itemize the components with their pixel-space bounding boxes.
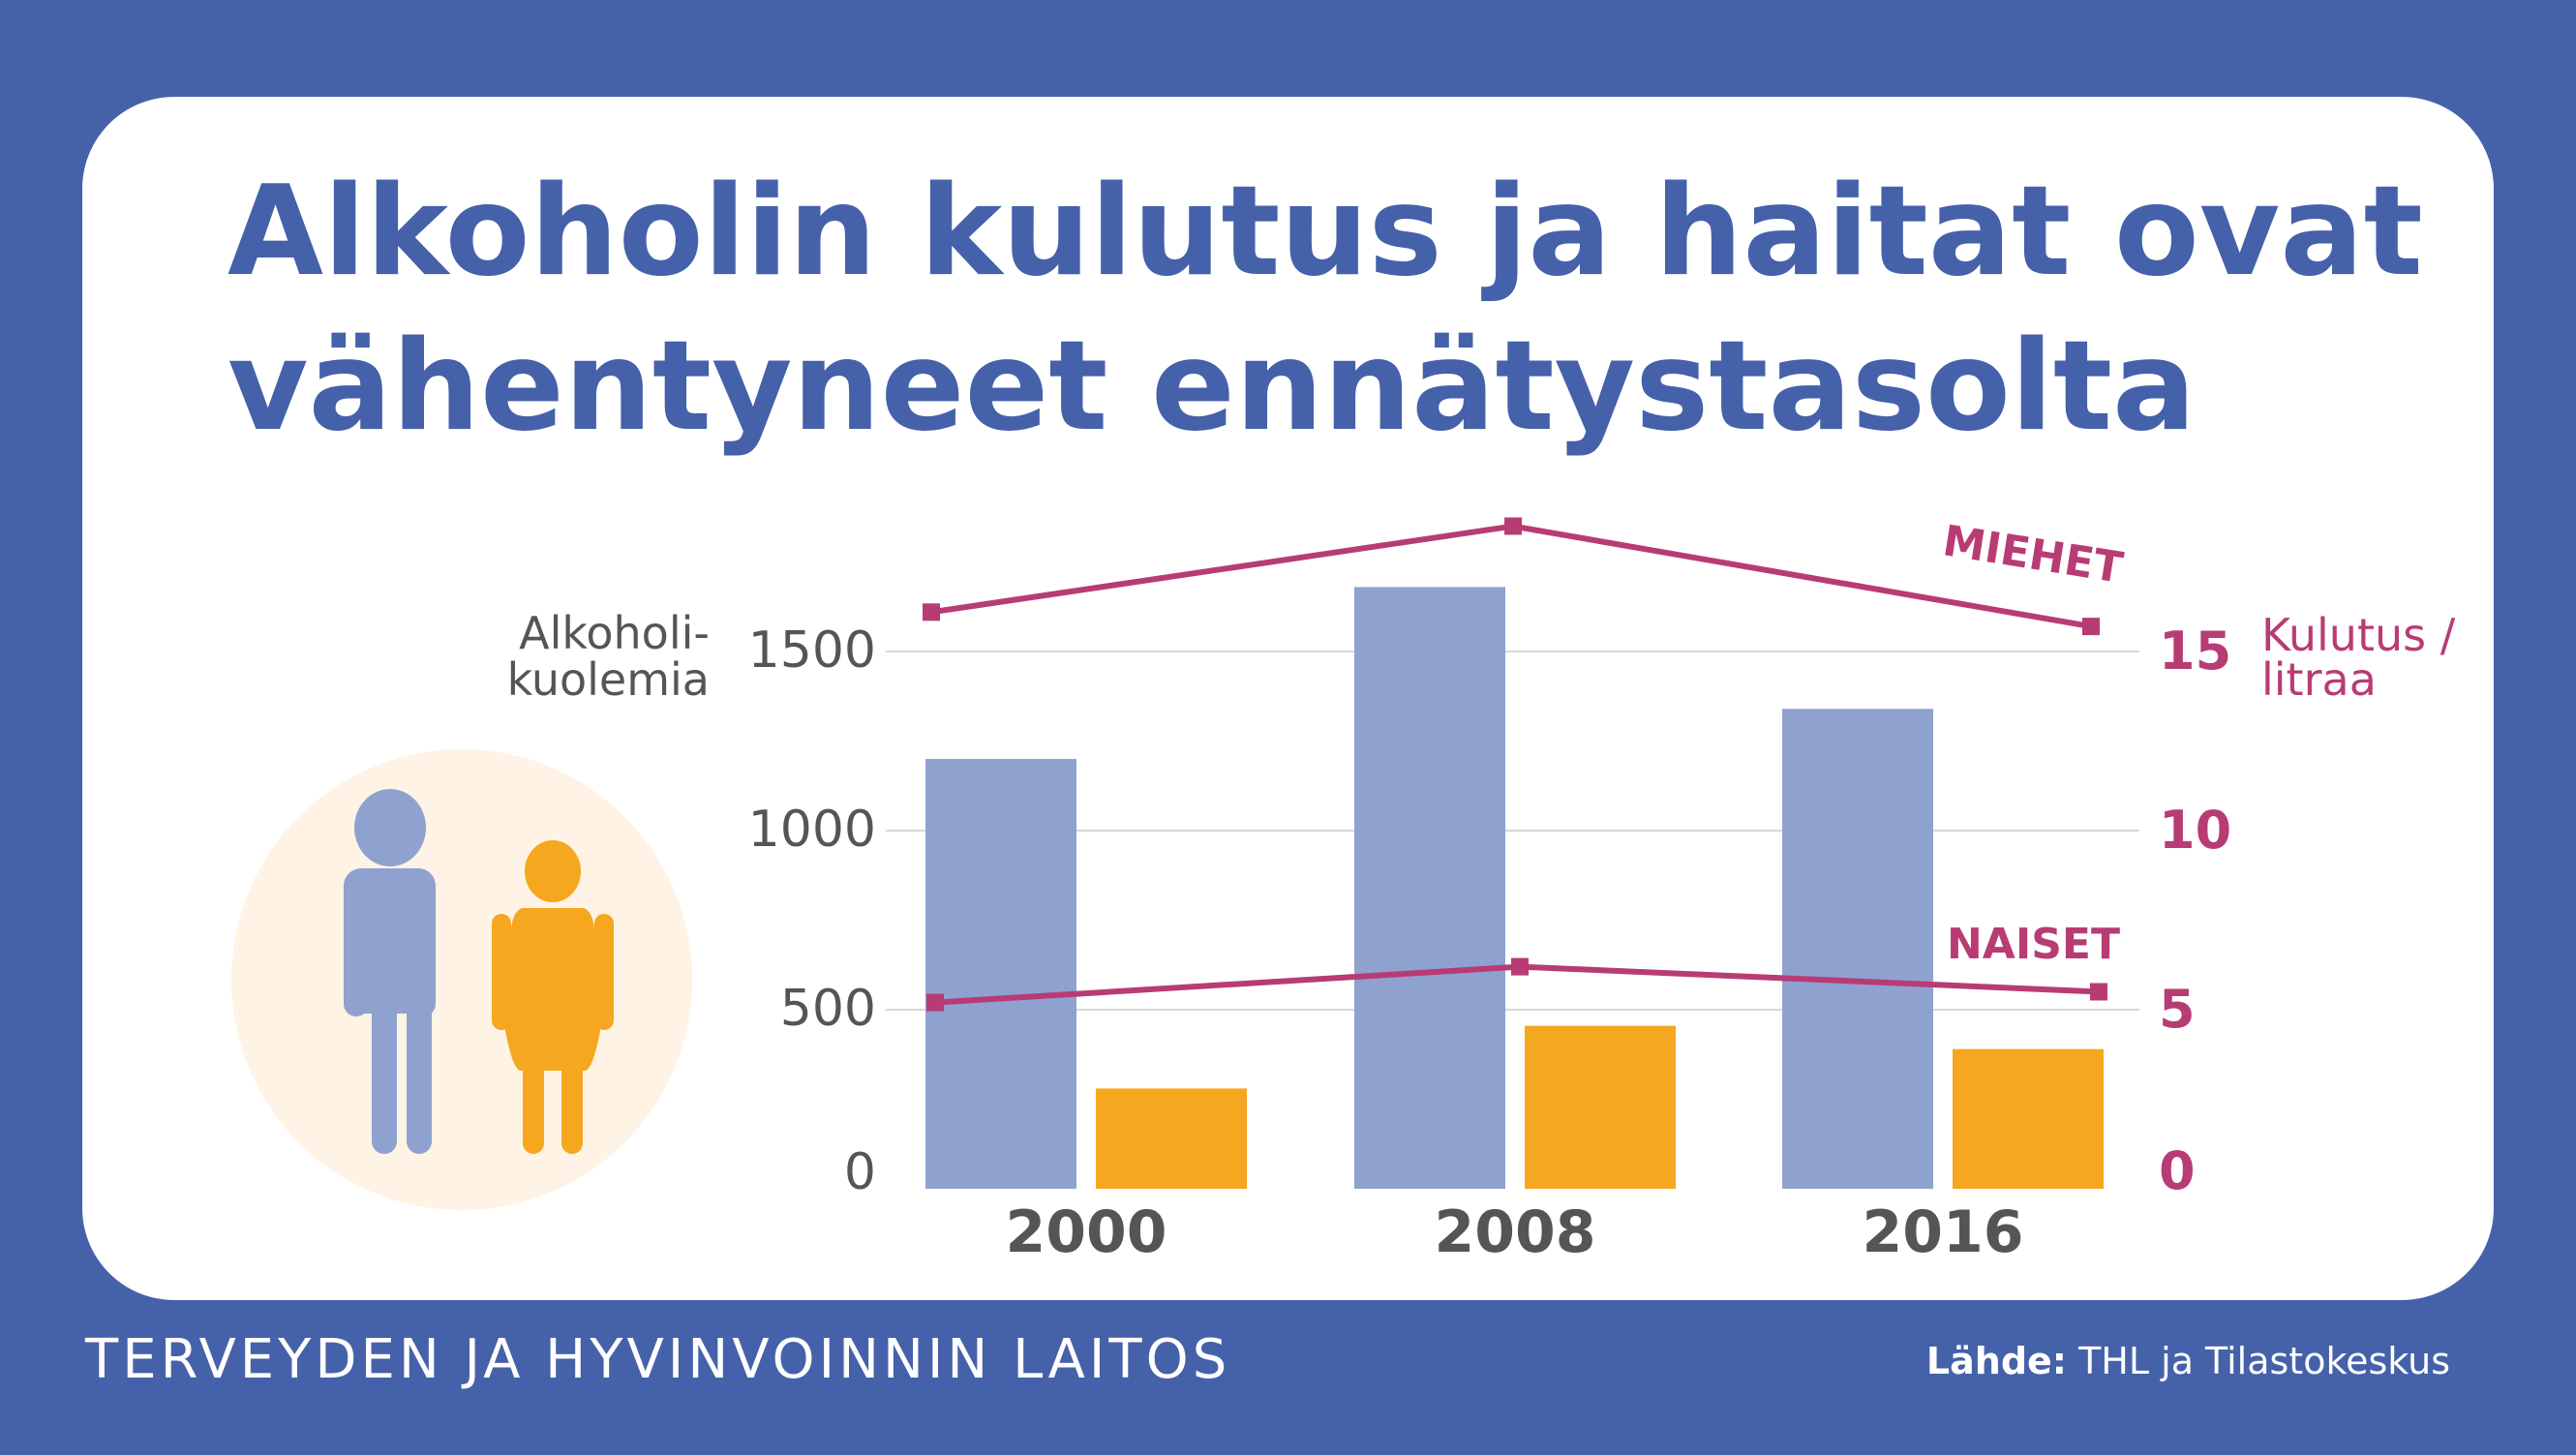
organization-name: TERVEYDEN JA HYVINVOINNIN LAITOS: [85, 1328, 1231, 1391]
series-label-miehet: MIEHET: [1939, 516, 2126, 593]
left-axis-ticks: 0 500 1000 1500: [748, 621, 876, 1201]
left-axis-label-1: Alkoholi-: [519, 607, 710, 659]
point-naiset-2008: [1511, 957, 1529, 976]
point-miehet-2008: [1504, 517, 1522, 535]
x-axis-ticks: 2000 2008 2016: [1006, 1198, 2024, 1266]
point-miehet-2016: [2082, 618, 2100, 636]
line-series: MIEHET NAISET: [923, 516, 2126, 1012]
x-tick-label: 2000: [1006, 1198, 1167, 1266]
x-tick-label: 2008: [1435, 1198, 1596, 1266]
point-naiset-2000: [926, 993, 944, 1012]
right-axis-label-1: Kulutus /: [2261, 609, 2456, 661]
left-tick-label: 1000: [748, 801, 876, 859]
point-naiset-2016: [2090, 983, 2107, 1001]
title-line-1: Alkoholin kulutus ja haitat ovat: [227, 160, 2423, 304]
title-line-2: vähentyneet ennätystasolta: [227, 315, 2197, 459]
left-tick-label: 1500: [748, 621, 876, 680]
chart-title: Alkoholin kulutus ja haitat ovat vähenty…: [227, 155, 2454, 465]
bar-men-2016: [1782, 709, 1933, 1189]
bar-women-2000: [1096, 1088, 1247, 1189]
x-tick-label: 2016: [1863, 1198, 2024, 1266]
bars: [925, 587, 2104, 1189]
left-tick-label: 500: [780, 980, 876, 1038]
right-tick-label: 5: [2159, 979, 2196, 1040]
bar-women-2016: [1953, 1048, 2104, 1189]
source-text: THL ja Tilastokeskus: [2078, 1340, 2450, 1382]
right-tick-label: 15: [2159, 621, 2231, 682]
bar-women-2008: [1525, 1025, 1676, 1189]
series-label-naiset: NAISET: [1947, 920, 2120, 969]
right-axis-label-2: litraa: [2261, 653, 2377, 706]
right-tick-label: 0: [2159, 1140, 2196, 1201]
right-axis-ticks: 0 5 10 15: [2159, 621, 2231, 1201]
left-tick-label: 0: [844, 1143, 876, 1201]
source-label: Lähde:: [1925, 1340, 2067, 1382]
point-miehet-2000: [923, 603, 940, 621]
left-axis-label-2: kuolemia: [507, 653, 710, 706]
source-note: Lähde: THL ja Tilastokeskus: [1926, 1340, 2450, 1382]
people-icon: [231, 749, 692, 1210]
bar-men-2008: [1354, 587, 1505, 1189]
bar-men-2000: [925, 759, 1076, 1189]
line-miehet: [930, 523, 2092, 630]
right-tick-label: 10: [2159, 800, 2231, 861]
